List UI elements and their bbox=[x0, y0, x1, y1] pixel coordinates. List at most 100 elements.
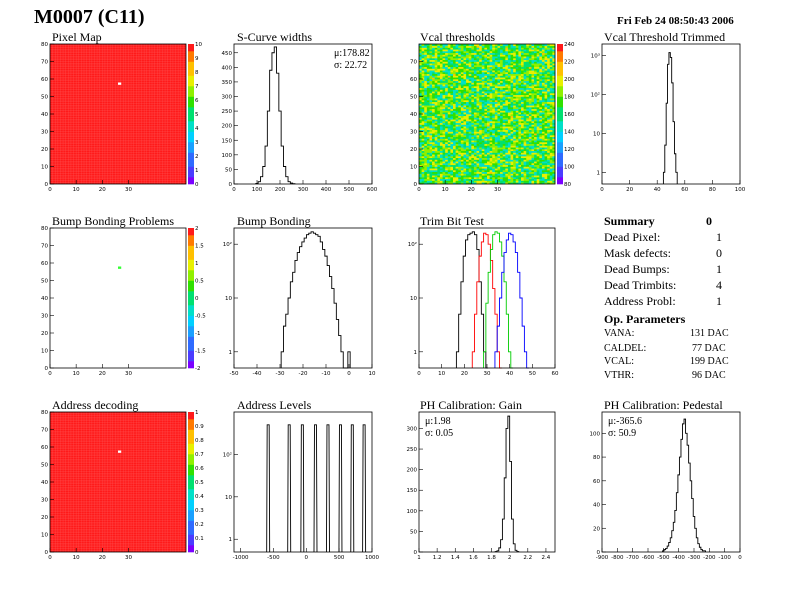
heatmap-cell bbox=[544, 77, 548, 80]
heatmap-cell bbox=[439, 142, 443, 145]
heatmap-cell bbox=[526, 157, 530, 160]
heatmap-cell bbox=[502, 93, 506, 96]
heatmap-cell bbox=[507, 168, 511, 171]
heatmap-cell bbox=[421, 173, 425, 176]
heatmap-cell bbox=[547, 66, 551, 69]
heatmap-cell bbox=[442, 91, 446, 94]
heatmap-cell bbox=[455, 133, 459, 136]
heatmap-cell bbox=[534, 112, 537, 115]
address-level-peak bbox=[326, 424, 330, 553]
heatmap-cell bbox=[426, 142, 430, 145]
heatmap-cell bbox=[442, 156, 446, 159]
heatmap-cell bbox=[450, 108, 454, 111]
heatmap-cell bbox=[429, 163, 433, 166]
heatmap-cell bbox=[450, 115, 454, 118]
heatmap-cell bbox=[534, 171, 537, 174]
heatmap-cell bbox=[500, 58, 503, 61]
heatmap-cell bbox=[541, 89, 545, 92]
heatmap-cell bbox=[424, 164, 428, 167]
heatmap-cell bbox=[466, 166, 469, 169]
heatmap-cell bbox=[497, 103, 501, 106]
heatmap-cell bbox=[455, 68, 459, 71]
heatmap-cell bbox=[539, 131, 543, 134]
heatmap-cell bbox=[473, 100, 477, 103]
heatmap-cell bbox=[439, 101, 443, 104]
heatmap-cell bbox=[502, 180, 506, 183]
heatmap-cell bbox=[526, 119, 530, 122]
heatmap-cell bbox=[471, 44, 475, 47]
heatmap-cell bbox=[487, 175, 490, 178]
heatmap-cell bbox=[442, 103, 446, 106]
heatmap-cell bbox=[432, 59, 435, 62]
heatmap-cell bbox=[521, 166, 524, 169]
heatmap-cell bbox=[458, 75, 462, 78]
heatmap-cell bbox=[497, 58, 501, 61]
heatmap-cell bbox=[429, 59, 433, 62]
heatmap-cell bbox=[544, 171, 548, 174]
heatmap-cell bbox=[487, 94, 490, 97]
heatmap-cell bbox=[484, 65, 488, 68]
heatmap-cell bbox=[547, 136, 551, 139]
heatmap-cell bbox=[497, 170, 501, 173]
heatmap-cell bbox=[489, 178, 493, 181]
heatmap-cell bbox=[513, 82, 517, 85]
heatmap-cell bbox=[419, 135, 422, 138]
heatmap-cell bbox=[536, 126, 540, 129]
heatmap-cell bbox=[432, 94, 435, 97]
heatmap-cell bbox=[463, 171, 467, 174]
heatmap-cell bbox=[419, 86, 422, 89]
heatmap-cell bbox=[513, 180, 517, 183]
heatmap-cell bbox=[481, 145, 485, 148]
heatmap-cell bbox=[500, 164, 503, 167]
heatmap-cell bbox=[494, 52, 498, 55]
heatmap-cell bbox=[541, 75, 545, 78]
heatmap-cell bbox=[442, 66, 446, 69]
heatmap-cell bbox=[437, 115, 441, 118]
heatmap-cell bbox=[460, 110, 464, 113]
heatmap-cell bbox=[468, 142, 472, 145]
colorbar-tick-label: 180 bbox=[564, 95, 575, 101]
x-tick-label: -600 bbox=[642, 555, 655, 561]
heatmap-cell bbox=[421, 152, 425, 155]
heatmap-cell bbox=[434, 94, 438, 97]
heatmap-cell bbox=[460, 131, 464, 134]
heatmap-cell bbox=[500, 47, 503, 50]
heatmap-cell bbox=[536, 72, 540, 75]
heatmap-cell bbox=[492, 161, 496, 164]
heatmap-cell bbox=[453, 52, 456, 55]
heatmap-cell bbox=[518, 150, 522, 153]
heatmap-cell bbox=[536, 44, 540, 47]
heatmap-cell bbox=[502, 91, 506, 94]
heatmap-cell bbox=[523, 98, 527, 101]
colorbar-tick-label: 0 bbox=[195, 296, 199, 302]
heatmap-cell bbox=[521, 145, 524, 148]
heatmap-cell bbox=[518, 49, 522, 52]
heatmap-cell bbox=[528, 149, 532, 152]
heatmap-cell bbox=[426, 77, 430, 80]
heatmap-cell bbox=[494, 61, 498, 64]
heatmap-cell bbox=[510, 143, 514, 146]
heatmap-cell bbox=[481, 58, 485, 61]
heatmap-cell bbox=[518, 108, 522, 111]
colorbar-segment bbox=[557, 145, 563, 150]
heatmap-cell bbox=[471, 45, 475, 48]
heatmap-cell bbox=[473, 154, 477, 157]
heatmap-cell bbox=[544, 136, 548, 139]
heatmap-cell bbox=[481, 44, 485, 47]
heatmap-cell bbox=[547, 177, 551, 180]
heatmap-cell bbox=[424, 65, 428, 68]
heatmap-cell bbox=[426, 115, 430, 118]
heatmap-cell bbox=[539, 133, 543, 136]
heatmap-cell bbox=[552, 136, 556, 139]
heatmap-cell bbox=[447, 73, 451, 76]
heatmap-cell bbox=[523, 135, 527, 138]
colorbar-segment bbox=[188, 364, 194, 369]
heatmap-cell bbox=[541, 107, 545, 110]
heatmap-cell bbox=[523, 114, 527, 117]
heatmap-cell bbox=[552, 122, 556, 125]
heatmap-cell bbox=[479, 161, 483, 164]
heatmap-cell bbox=[534, 51, 537, 54]
heatmap-cell bbox=[421, 177, 425, 180]
heatmap-cell bbox=[439, 108, 443, 111]
heatmap-cell bbox=[442, 129, 446, 132]
